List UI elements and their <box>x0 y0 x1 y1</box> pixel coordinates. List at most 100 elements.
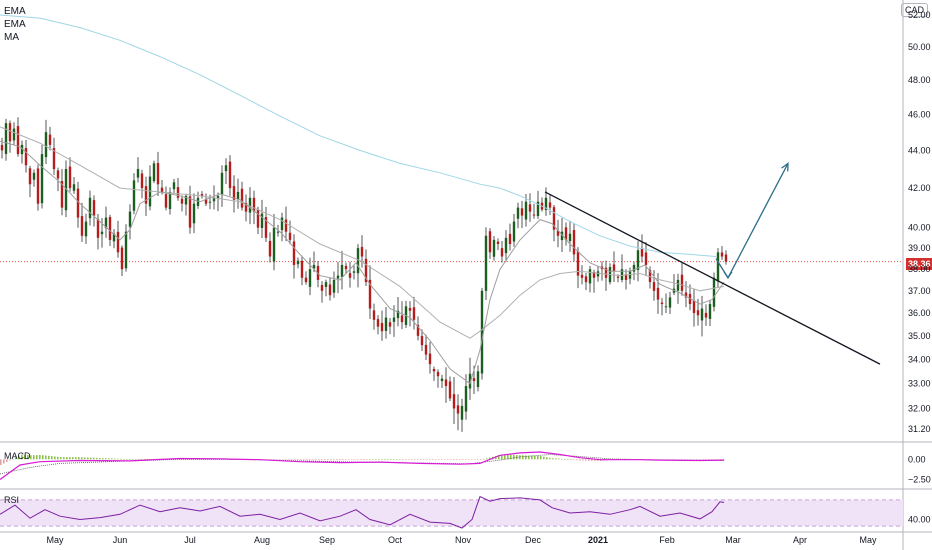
candle-body <box>32 172 36 180</box>
candle-body <box>396 310 400 319</box>
macd-histogram-bar <box>27 455 29 460</box>
candle-body <box>156 163 160 185</box>
ema-long-line <box>0 126 725 339</box>
macd-histogram-bar <box>144 459 146 460</box>
macd-histogram-bar <box>273 459 275 460</box>
projection-arrowhead <box>781 162 789 172</box>
price-tick-label: 52.00 <box>908 10 931 20</box>
macd-histogram-bar <box>540 456 542 460</box>
candle-body <box>104 217 108 229</box>
candle-body <box>720 252 724 257</box>
candle-body <box>164 194 168 208</box>
candle-body <box>56 170 60 179</box>
macd-histogram-bar <box>381 459 383 460</box>
macd-histogram-bar <box>90 457 92 460</box>
macd-histogram-bar <box>426 459 428 460</box>
macd-histogram-bar <box>291 459 293 460</box>
candle-body <box>712 277 716 307</box>
price-tick-label: 46.00 <box>908 109 931 119</box>
macd-histogram-bar <box>579 459 581 461</box>
candle-body <box>440 378 444 382</box>
candle-body <box>472 378 476 382</box>
macd-histogram-bar <box>456 459 458 460</box>
candle-body <box>644 252 648 265</box>
candle-body <box>492 239 496 257</box>
candle-body <box>464 386 468 412</box>
macd-histogram-bar <box>582 459 584 461</box>
candle-body <box>132 180 136 211</box>
candle-body <box>588 269 592 284</box>
candle-body <box>0 144 4 151</box>
macd-histogram-bar <box>300 459 302 461</box>
macd-histogram-bar <box>408 459 410 460</box>
macd-histogram-bar <box>507 454 509 460</box>
macd-histogram-bar <box>588 459 590 461</box>
price-tick-label: 34.00 <box>908 354 931 364</box>
macd-histogram-bar <box>321 459 323 461</box>
candle-body <box>488 231 492 253</box>
pivot-arrowhead <box>723 271 733 279</box>
macd-histogram-bar <box>369 459 371 460</box>
currency-badge[interactable]: CAD <box>900 3 928 17</box>
macd-histogram-bar <box>6 459 8 462</box>
macd-histogram-bar <box>333 459 335 461</box>
candle-body <box>632 264 636 272</box>
macd-histogram-bar <box>522 455 524 460</box>
rsi-line <box>0 495 725 529</box>
macd-histogram-bar <box>453 459 455 460</box>
legend-ma[interactable]: MA <box>4 32 19 43</box>
macd-histogram-bar <box>696 459 698 460</box>
candle-body <box>424 344 428 355</box>
candle-body <box>648 270 652 283</box>
price-tick-label: 33.00 <box>908 379 931 389</box>
macd-histogram-bar <box>36 455 38 460</box>
candle-body <box>484 235 488 291</box>
candle-body <box>596 271 600 277</box>
candle-body <box>532 214 536 216</box>
macd-histogram-bar <box>423 459 425 460</box>
macd-histogram-bar <box>18 455 20 460</box>
candle-body <box>168 191 172 210</box>
candle-body <box>228 161 232 189</box>
candle-body <box>552 207 556 230</box>
candle-body <box>20 144 24 155</box>
macd-histogram-bar <box>303 459 305 461</box>
candle-body <box>220 172 224 195</box>
legend-ema-2[interactable]: EMA <box>4 19 26 30</box>
macd-histogram-bar <box>570 459 572 460</box>
price-tick-label: 31.20 <box>908 424 931 434</box>
macd-histogram-bar <box>93 457 95 460</box>
candle-body <box>476 371 480 388</box>
macd-histogram-bar <box>684 459 686 460</box>
macd-histogram-bar <box>0 459 2 465</box>
macd-histogram-bar <box>288 459 290 460</box>
candle-body <box>380 322 384 332</box>
candle-body <box>584 276 588 283</box>
candle-body <box>96 219 100 238</box>
macd-histogram-bar <box>504 454 506 460</box>
macd-histogram-bar <box>366 459 368 460</box>
macd-histogram-bar <box>39 455 41 460</box>
candle-body <box>272 227 276 262</box>
macd-histogram-bar <box>690 459 692 460</box>
candle-body <box>236 191 240 200</box>
macd-histogram-bar <box>564 459 566 460</box>
candle-body <box>188 196 192 228</box>
macd-histogram-bar <box>597 459 599 461</box>
candle-body <box>208 201 212 203</box>
macd-histogram-bar <box>510 454 512 460</box>
macd-histogram-bar <box>375 459 377 460</box>
candle-body <box>384 317 388 331</box>
macd-histogram-bar <box>276 459 278 460</box>
candle-body <box>12 128 16 141</box>
macd-histogram-bar <box>444 459 446 460</box>
candle-body <box>592 271 596 278</box>
candle-body <box>176 187 180 198</box>
macd-histogram-bar <box>75 457 77 460</box>
macd-histogram-bar <box>126 459 128 460</box>
legend-ema-1[interactable]: EMA <box>4 6 26 17</box>
macd-histogram-bar <box>672 459 674 460</box>
candle-body <box>204 198 208 204</box>
candle-body <box>336 275 340 279</box>
